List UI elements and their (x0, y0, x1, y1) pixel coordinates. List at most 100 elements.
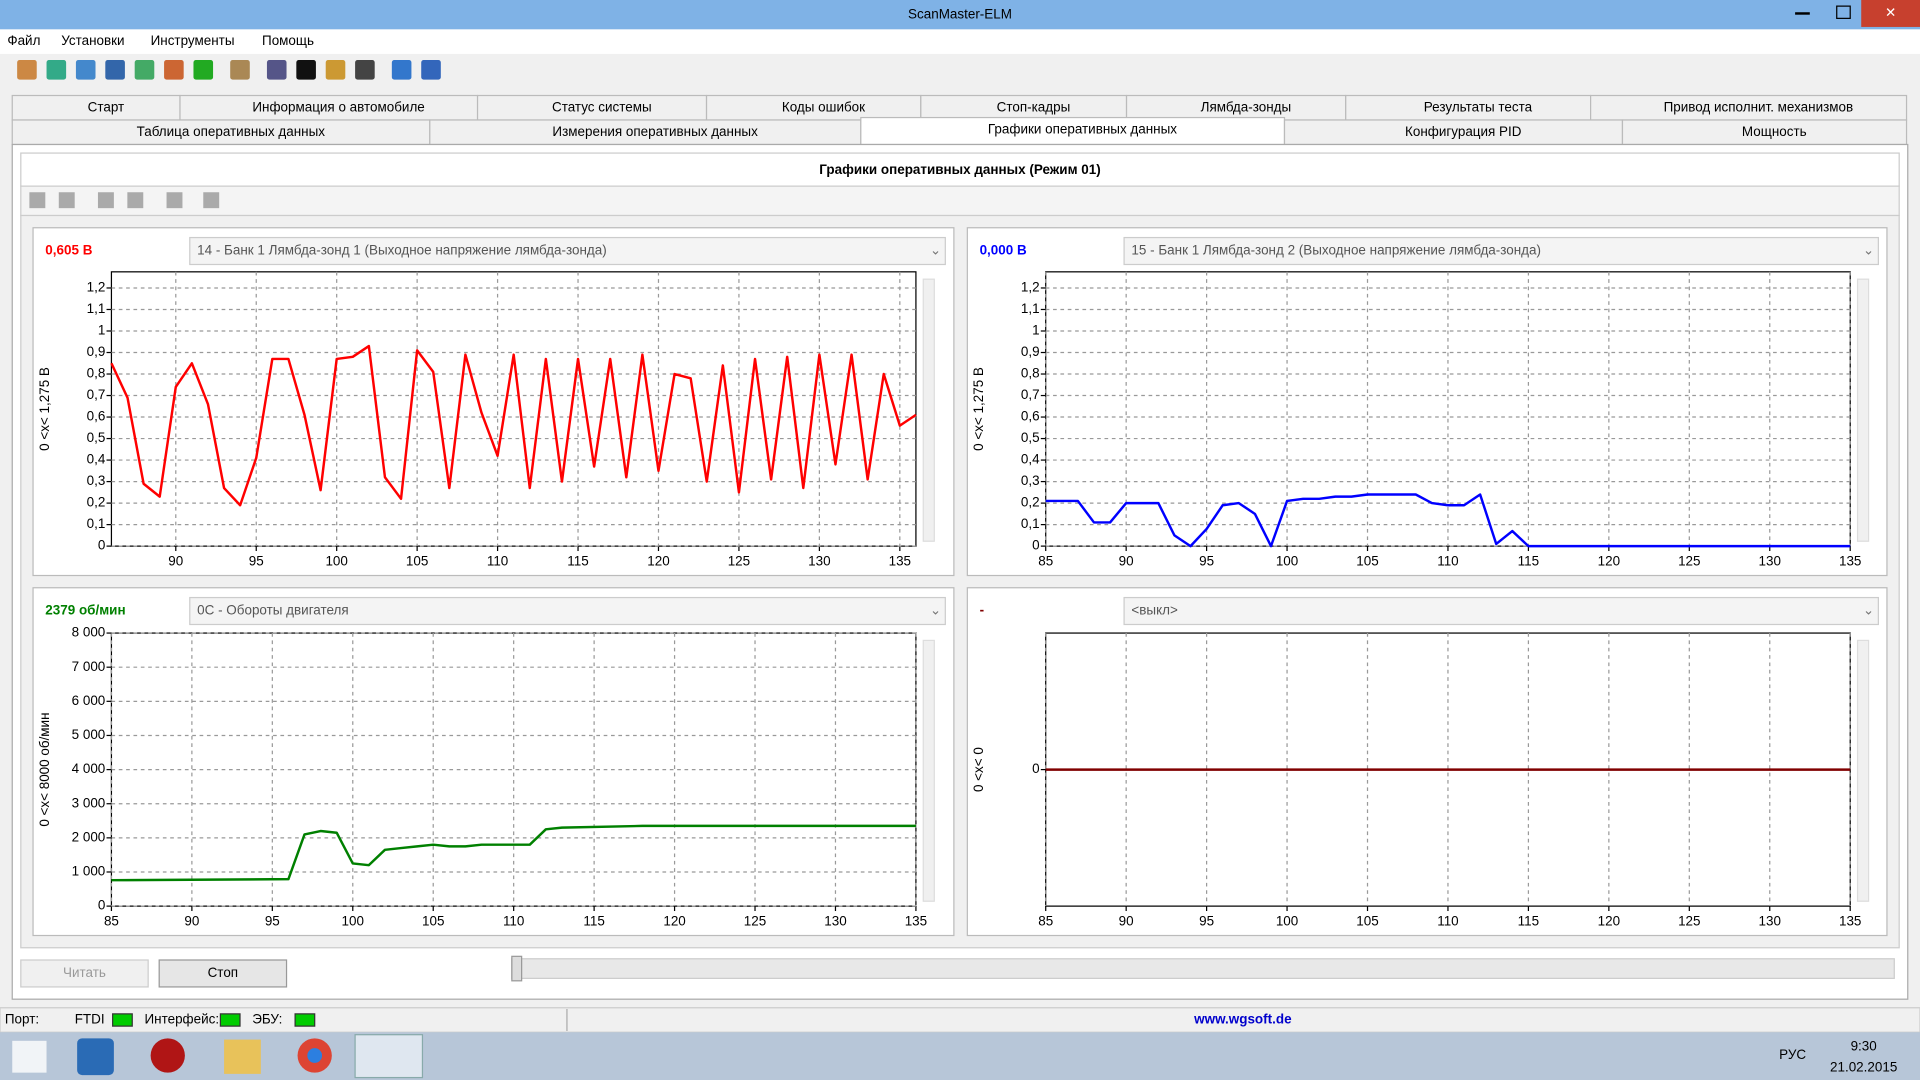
chart-tool[interactable] (58, 192, 75, 209)
maximize-button[interactable] (1836, 5, 1851, 19)
x-tick-label: 100 (342, 914, 364, 929)
x-tick-label: 115 (567, 554, 588, 569)
y-tick-label: 8 000 (72, 625, 106, 640)
x-tick-label: 100 (325, 554, 347, 569)
taskbar-time: 9:30 (1851, 1039, 1877, 1054)
y-axis-label: 0 <x< 1,275 В (971, 367, 986, 451)
taskbar-app-active[interactable] (354, 1034, 424, 1079)
tab-label: Стоп-кадры (997, 99, 1071, 114)
ecu-led (294, 1013, 316, 1027)
minimize-button[interactable] (1795, 12, 1810, 15)
x-tick-label: 130 (1759, 914, 1781, 929)
toolbar-button[interactable] (325, 60, 346, 80)
y-tick-label: 1,1 (87, 301, 106, 316)
x-tick-label: 125 (744, 914, 766, 929)
toolbar-button[interactable] (230, 60, 250, 80)
read-button[interactable] (20, 959, 149, 988)
stop-button[interactable] (158, 959, 288, 988)
tab[interactable] (1283, 119, 1624, 146)
panel-header (20, 152, 1900, 187)
toolbar-button[interactable] (164, 60, 184, 80)
chart-tool[interactable] (166, 192, 183, 209)
toolbar-button[interactable] (134, 60, 155, 80)
status-ecu: ЭБУ: (252, 1012, 282, 1027)
toolbar-button[interactable] (355, 60, 375, 80)
panel-title: Графики оперативных данных (Режим 01) (819, 162, 1100, 177)
tab-label: Информация о автомобиле (252, 99, 424, 114)
start-button[interactable] (12, 1040, 47, 1073)
toolbar-button[interactable] (266, 60, 287, 80)
x-tick-label: 85 (104, 914, 119, 929)
dropdown-arrow: ⌄ (1863, 243, 1874, 258)
y-tick-label: 4 000 (72, 761, 106, 776)
y-tick-label: 0,8 (87, 366, 106, 381)
data-line (110, 344, 917, 507)
toolbar-button[interactable] (296, 60, 316, 80)
chart-tool[interactable] (97, 192, 114, 209)
toolbar-button[interactable] (105, 60, 125, 80)
pid-select-label: <выкл> (1131, 603, 1178, 618)
taskbar-app[interactable] (224, 1039, 261, 1074)
x-tick-label: 115 (1518, 914, 1539, 929)
pid-select[interactable] (1123, 236, 1879, 266)
x-tick-label: 90 (1119, 914, 1134, 929)
scroll-thumb[interactable] (511, 955, 523, 982)
pid-select[interactable] (1123, 596, 1879, 626)
tab[interactable] (1590, 94, 1908, 121)
tab-label: Лямбда-зонды (1201, 99, 1292, 114)
chart-tool[interactable] (203, 192, 220, 209)
tab[interactable] (1125, 94, 1347, 121)
vertical-slider[interactable] (922, 639, 935, 902)
menu-item[interactable]: Файл (7, 33, 40, 48)
toolbar-button[interactable] (17, 60, 37, 80)
x-tick-label: 110 (1437, 914, 1458, 929)
scroll-track[interactable] (511, 958, 1895, 979)
x-tick-label: 130 (824, 914, 846, 929)
y-tick-label: 0 (1032, 761, 1039, 776)
close-icon: ✕ (1885, 5, 1896, 20)
toolbar-button[interactable] (193, 60, 214, 80)
taskbar-app[interactable] (77, 1038, 114, 1076)
x-tick-label: 135 (905, 914, 927, 929)
y-tick-label: 1 (1032, 323, 1039, 338)
toolbar-button[interactable] (46, 60, 67, 80)
menu-item[interactable]: Инструменты (151, 33, 235, 48)
y-tick-label: 0,5 (87, 430, 106, 445)
y-tick-label: 0,2 (87, 495, 106, 510)
status-port: Порт: (5, 1012, 39, 1027)
y-tick-label: 1,2 (87, 280, 106, 295)
tab[interactable] (429, 119, 862, 146)
toolbar-button[interactable] (391, 60, 412, 80)
toolbar-button[interactable] (421, 60, 441, 80)
x-tick-label: 95 (249, 554, 264, 569)
menu-item[interactable]: Установки (61, 33, 124, 48)
chart-tool[interactable] (29, 192, 46, 209)
vertical-slider[interactable] (1856, 278, 1870, 542)
toolbar-button[interactable] (75, 60, 96, 80)
vertical-slider[interactable] (1856, 639, 1870, 902)
chart-tool[interactable] (127, 192, 144, 209)
x-tick-label: 85 (1038, 914, 1053, 929)
dropdown-arrow: ⌄ (930, 243, 941, 258)
y-tick-label: 0,3 (87, 473, 106, 488)
x-tick-label: 90 (168, 554, 183, 569)
tab-label: Таблица оперативных данных (137, 124, 326, 139)
status-link[interactable]: www.wgsoft.de (1193, 1012, 1292, 1027)
taskbar-lang: РУС (1779, 1047, 1806, 1062)
close-button[interactable] (1861, 0, 1920, 27)
status-ftdi: FTDI (75, 1012, 105, 1027)
taskbar-app[interactable] (150, 1038, 185, 1073)
menu-item[interactable]: Помощь (262, 33, 314, 48)
vertical-slider[interactable] (922, 278, 935, 542)
taskbar-app (307, 1048, 323, 1063)
stop-button-label: Стоп (208, 965, 238, 980)
pid-select[interactable] (189, 236, 946, 266)
plot-area (110, 271, 917, 547)
tab[interactable] (1621, 119, 1908, 146)
taskbar-date: 21.02.2015 (1830, 1059, 1897, 1074)
pid-select[interactable] (189, 596, 946, 626)
x-tick-label: 130 (808, 554, 830, 569)
readout-value: - (980, 603, 984, 618)
